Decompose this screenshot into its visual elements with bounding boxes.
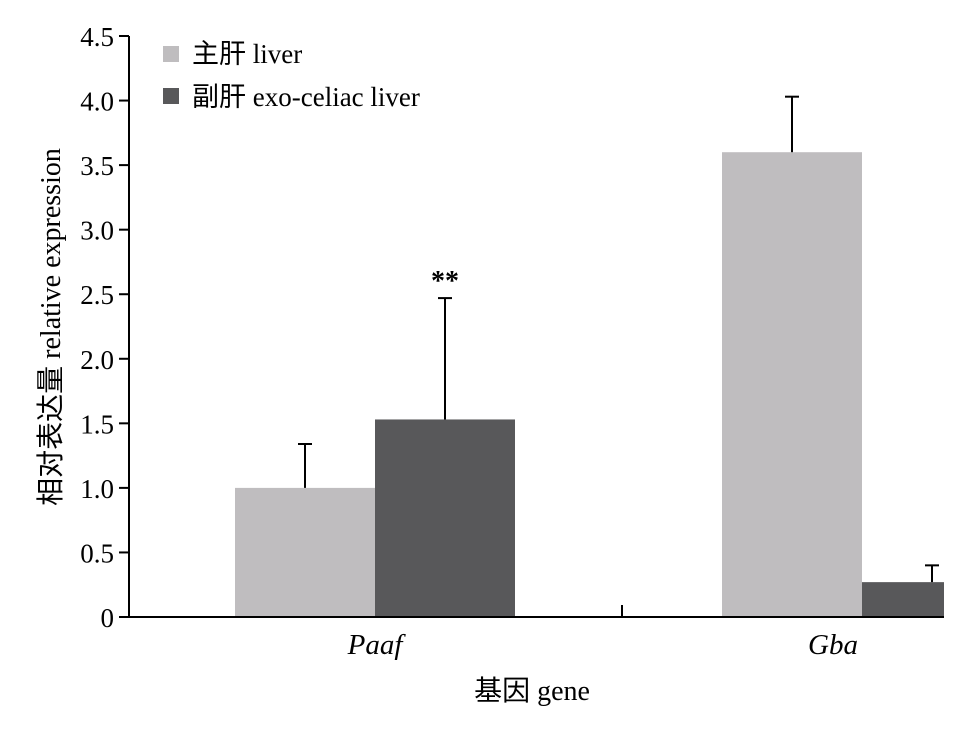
- legend-item-liver: 主肝 liver: [163, 39, 302, 69]
- y-tick-label: 1.0: [80, 474, 114, 504]
- bar-paaf-series-0: [235, 487, 375, 617]
- bar-paaf-series-1: [375, 419, 515, 617]
- legend: 主肝 liver 副肝 exo-celiac liver: [163, 39, 420, 112]
- legend-label-liver: 主肝 liver: [192, 39, 302, 69]
- y-tick-label: 0.5: [80, 538, 114, 568]
- y-ticks: 0 0.5 1.0 1.5 2.0 2.5 3.0 3.5 4.0 4.5: [80, 22, 129, 633]
- y-tick-label: 3.0: [80, 216, 114, 246]
- significance-marker: **: [431, 266, 459, 297]
- category-label-paaf: Paaf: [347, 629, 407, 661]
- bar-gba-series-1: [862, 582, 944, 617]
- bars: [235, 152, 944, 617]
- y-tick-label: 1.5: [80, 409, 114, 439]
- legend-swatch-liver: [163, 46, 179, 62]
- y-tick-label: 2.5: [80, 280, 114, 310]
- y-tick-label: 4.5: [80, 22, 114, 52]
- y-tick-label: 3.5: [80, 151, 114, 181]
- axes: [128, 36, 944, 618]
- category-label-gba: Gba: [808, 629, 858, 661]
- y-tick-label: 4.0: [80, 87, 114, 117]
- category-labels: Paaf Gba: [347, 629, 858, 661]
- legend-label-exo-celiac-liver: 副肝 exo-celiac liver: [192, 82, 420, 112]
- legend-item-exo-celiac-liver: 副肝 exo-celiac liver: [163, 82, 420, 112]
- y-axis-title: 相对表达量 relative expression: [35, 148, 67, 506]
- y-tick-label: 0: [101, 603, 115, 633]
- x-axis-title: 基因 gene: [474, 675, 590, 707]
- legend-swatch-exo-celiac-liver: [163, 88, 179, 104]
- annotations: **: [431, 266, 459, 297]
- error-bars: [298, 95, 939, 583]
- bar-gba-series-0: [722, 152, 862, 617]
- y-tick-label: 2.0: [80, 345, 114, 375]
